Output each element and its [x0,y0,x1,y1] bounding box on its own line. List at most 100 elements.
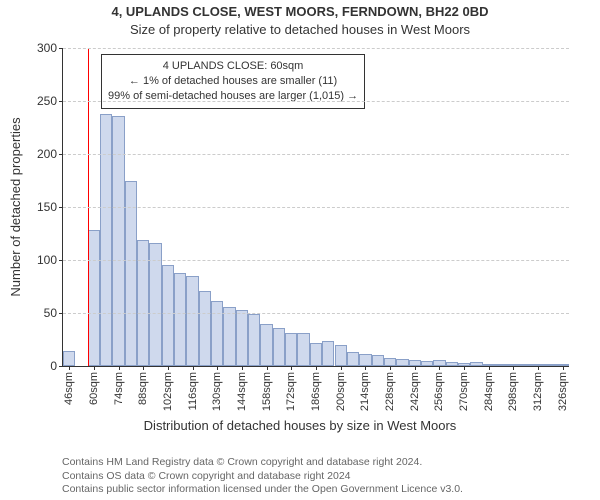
footer: Contains HM Land Registry data © Crown c… [62,456,463,497]
x-tick-mark [168,366,169,370]
footer-line-3: Contains public sector information licen… [62,483,463,497]
histogram-bar [446,362,458,366]
footer-line-1: Contains HM Land Registry data © Crown c… [62,456,463,470]
x-tick-label: 326sqm [557,372,569,411]
histogram-bar [335,345,347,366]
annotation-line-1: 4 UPLANDS CLOSE: 60sqm [108,59,358,74]
x-tick-mark [119,366,120,370]
histogram-bar [63,351,75,366]
histogram-bar [260,324,272,366]
x-tick-label: 312sqm [532,372,544,411]
y-axis-label: Number of detached properties [8,117,23,296]
x-tick-label: 88sqm [137,372,149,405]
grid-line [63,207,569,208]
x-tick-mark [291,366,292,370]
y-tick-label: 150 [37,200,57,214]
histogram-bar [236,310,248,366]
x-tick-label: 158sqm [261,372,273,411]
histogram-bar [199,291,211,366]
x-tick-mark [267,366,268,370]
x-tick-mark [415,366,416,370]
y-tick-label: 0 [50,359,57,373]
histogram-bar [470,362,482,366]
histogram-bar [125,181,137,367]
histogram-bar [137,240,149,366]
grid-line [63,154,569,155]
histogram-bar [211,301,223,366]
x-tick-label: 102sqm [162,372,174,411]
histogram-bar [186,276,198,366]
x-tick-mark [439,366,440,370]
histogram-bar [495,364,507,366]
x-tick-label: 116sqm [187,372,199,410]
histogram-bar [100,114,112,366]
histogram-bar [223,307,235,366]
x-tick-label: 172sqm [285,372,297,411]
x-tick-label: 298sqm [507,372,519,411]
x-tick-mark [489,366,490,370]
histogram-bar [248,314,260,366]
histogram-bar [88,230,100,366]
histogram-bar [359,354,371,366]
x-tick-label: 256sqm [433,372,445,411]
y-tick-mark [59,313,63,314]
grid-line [63,48,569,49]
histogram-bar [396,359,408,366]
histogram-bar [310,343,322,366]
x-tick-mark [242,366,243,370]
histogram-bar [347,352,359,366]
histogram-bar [322,341,334,366]
x-tick-label: 46sqm [63,372,75,405]
y-tick-label: 250 [37,94,57,108]
grid-line [63,101,569,102]
x-tick-label: 214sqm [359,372,371,411]
histogram-bar [544,364,556,366]
x-tick-mark [94,366,95,370]
x-tick-label: 130sqm [211,372,223,411]
y-tick-mark [59,366,63,367]
histogram-bar [297,333,309,366]
x-tick-label: 74sqm [113,372,125,405]
x-tick-label: 186sqm [310,372,322,411]
x-tick-label: 284sqm [483,372,495,411]
x-tick-label: 228sqm [384,372,396,411]
y-tick-mark [59,260,63,261]
y-tick-mark [59,154,63,155]
chart-subtitle: Size of property relative to detached ho… [0,22,600,37]
histogram-bar [520,364,532,366]
x-tick-mark [390,366,391,370]
x-tick-label: 144sqm [236,372,248,411]
x-tick-mark [341,366,342,370]
x-tick-mark [143,366,144,370]
x-tick-label: 270sqm [458,372,470,411]
x-tick-mark [538,366,539,370]
chart-container: 4, UPLANDS CLOSE, WEST MOORS, FERNDOWN, … [0,0,600,500]
x-tick-mark [316,366,317,370]
grid-line [63,313,569,314]
x-tick-mark [513,366,514,370]
y-tick-label: 100 [37,253,57,267]
histogram-bar [149,243,161,366]
y-tick-mark [59,48,63,49]
annotation-line-2: ← 1% of detached houses are smaller (11) [108,74,358,89]
x-tick-mark [217,366,218,370]
histogram-bar [421,361,433,366]
histogram-bar [384,358,396,366]
x-tick-label: 242sqm [409,372,421,411]
histogram-bar [285,333,297,366]
footer-line-2: Contains OS data © Crown copyright and d… [62,470,463,484]
x-tick-label: 200sqm [335,372,347,411]
histogram-bar [273,328,285,366]
x-tick-mark [563,366,564,370]
y-tick-mark [59,101,63,102]
histogram-bar [162,265,174,366]
y-tick-label: 300 [37,41,57,55]
y-tick-label: 50 [44,306,57,320]
x-tick-mark [69,366,70,370]
x-axis-label: Distribution of detached houses by size … [0,418,600,433]
y-tick-mark [59,207,63,208]
x-tick-mark [464,366,465,370]
chart-title: 4, UPLANDS CLOSE, WEST MOORS, FERNDOWN, … [0,4,600,19]
x-tick-mark [365,366,366,370]
y-tick-label: 200 [37,147,57,161]
